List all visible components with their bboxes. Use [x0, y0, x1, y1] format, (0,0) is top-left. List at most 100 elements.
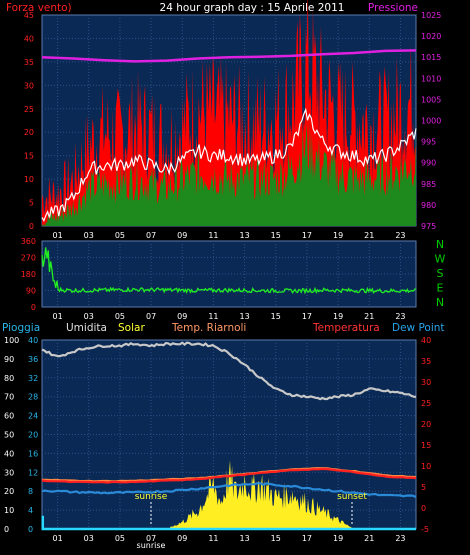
x-tick-label: 01	[52, 231, 62, 240]
compass-letter-w: W	[435, 253, 446, 266]
compass-letter-e: E	[437, 282, 444, 295]
direction-y-tick: 180	[21, 270, 36, 279]
rain-y-tick: 80	[4, 374, 14, 383]
x-tick-label: 23	[395, 231, 405, 240]
rain-y-tick: 0	[4, 525, 9, 534]
direction-series	[41, 247, 417, 295]
humidity-y-tick: 36	[28, 355, 38, 364]
chart-title: 24 hour graph day : 15 Aprile 2011	[160, 2, 345, 14]
humidity-y-tick: 12	[28, 468, 38, 477]
humidity-y-tick: 0	[28, 525, 33, 534]
sunrise-label: sunrise	[135, 492, 168, 502]
pressure-y-tick: 985	[421, 180, 436, 189]
humidity-y-tick: 28	[28, 393, 38, 402]
pressure-y-tick: 975	[421, 222, 436, 231]
legend-dew-point: Dew Point	[392, 322, 445, 334]
x-tick-label: 21	[364, 534, 374, 543]
wind-y-tick: 25	[24, 105, 34, 114]
pressure-y-tick: 1020	[421, 32, 441, 41]
wind-series	[41, 107, 417, 222]
humidity-y-tick: 32	[28, 374, 38, 383]
temp-y-tick: 20	[421, 420, 431, 429]
rain-y-tick: 10	[4, 506, 14, 515]
x-tick-label: 15	[271, 231, 281, 240]
x-tick-label: 17	[302, 312, 312, 321]
humidity-y-tick: 24	[28, 412, 38, 421]
x-tick-label: 01	[52, 312, 62, 321]
sunrise-tick-label: sunrise	[137, 541, 166, 550]
pressure-y-tick: 1015	[421, 53, 441, 62]
wind-y-tick: 35	[24, 58, 34, 67]
pressure-y-tick: 980	[421, 201, 436, 210]
x-tick-label: 21	[364, 312, 374, 321]
pressure-series	[41, 49, 417, 63]
temp-y-tick: 5	[421, 483, 426, 492]
compass-letter-n: N	[436, 238, 444, 251]
wind-y-tick: 40	[24, 34, 34, 43]
temp-y-tick: 25	[421, 399, 431, 408]
temp-y-tick: 35	[421, 357, 431, 366]
compass-letter-s: S	[437, 267, 444, 280]
x-tick-label: 03	[84, 231, 94, 240]
x-tick-label: 05	[115, 231, 125, 240]
rain-y-tick: 40	[4, 449, 14, 458]
temperatura-series	[41, 467, 417, 484]
x-tick-label: 19	[333, 231, 343, 240]
x-tick-label: 07	[146, 312, 156, 321]
direction-y-tick: 270	[21, 254, 36, 263]
humidity-y-tick: 8	[28, 487, 33, 496]
x-tick-label: 09	[177, 312, 187, 321]
x-tick-label: 09	[177, 231, 187, 240]
temp-y-tick: -5	[421, 525, 429, 534]
x-tick-label: 21	[364, 231, 374, 240]
x-tick-label: 07	[146, 534, 156, 543]
temp-y-tick: 40	[421, 336, 431, 345]
solar-series	[42, 460, 416, 529]
x-tick-label: 09	[177, 534, 187, 543]
x-tick-label: 13	[239, 534, 249, 543]
x-tick-label: 03	[84, 312, 94, 321]
legend-solar: Solar	[118, 322, 145, 334]
x-tick-label: 05	[115, 312, 125, 321]
wind-axis-title: Forza vento)	[6, 2, 72, 14]
pressure-axis-title: Pressione	[368, 2, 418, 14]
humidity-y-tick: 16	[28, 449, 38, 458]
wind-y-tick: 45	[24, 11, 34, 20]
wind-y-tick: 5	[29, 199, 34, 208]
direction-y-tick: 90	[26, 287, 36, 296]
humidity-y-tick: 4	[28, 506, 33, 515]
rain-y-tick: 70	[4, 393, 14, 402]
wind-y-tick: 0	[29, 222, 34, 231]
wind-y-tick: 10	[24, 175, 34, 184]
avg-wind-series	[42, 121, 416, 226]
x-tick-label: 01	[52, 534, 62, 543]
x-tick-label: 03	[84, 534, 94, 543]
x-tick-label: 23	[395, 534, 405, 543]
humidity-series	[41, 341, 417, 401]
direction-y-tick: 0	[31, 303, 36, 312]
x-tick-label: 11	[208, 231, 218, 240]
legend-umidita: Umidita	[66, 322, 107, 334]
humidity-y-tick: 40	[28, 336, 38, 345]
legend-temp-riarnoli: Temp. Riarnoli	[171, 322, 246, 334]
x-tick-label: 11	[208, 534, 218, 543]
temp-y-tick: 0	[421, 504, 426, 513]
x-tick-label: 15	[271, 312, 281, 321]
pressure-y-tick: 1005	[421, 95, 441, 104]
x-tick-label: 19	[333, 534, 343, 543]
wind-y-tick: 20	[24, 128, 34, 137]
x-tick-label: 15	[271, 534, 281, 543]
wind-y-tick: 30	[24, 81, 34, 90]
x-tick-label: 05	[115, 534, 125, 543]
rain-y-tick: 100	[4, 336, 19, 345]
legend-pioggia: Pioggia	[2, 322, 40, 334]
dew-point-series	[41, 482, 417, 499]
pressure-y-tick: 1025	[421, 11, 441, 20]
wind-y-tick: 15	[24, 152, 34, 161]
pressure-y-tick: 995	[421, 138, 436, 147]
rain-series	[41, 515, 416, 531]
rain-y-tick: 30	[4, 468, 14, 477]
pressure-y-tick: 1000	[421, 117, 441, 126]
x-tick-label: 17	[302, 231, 312, 240]
